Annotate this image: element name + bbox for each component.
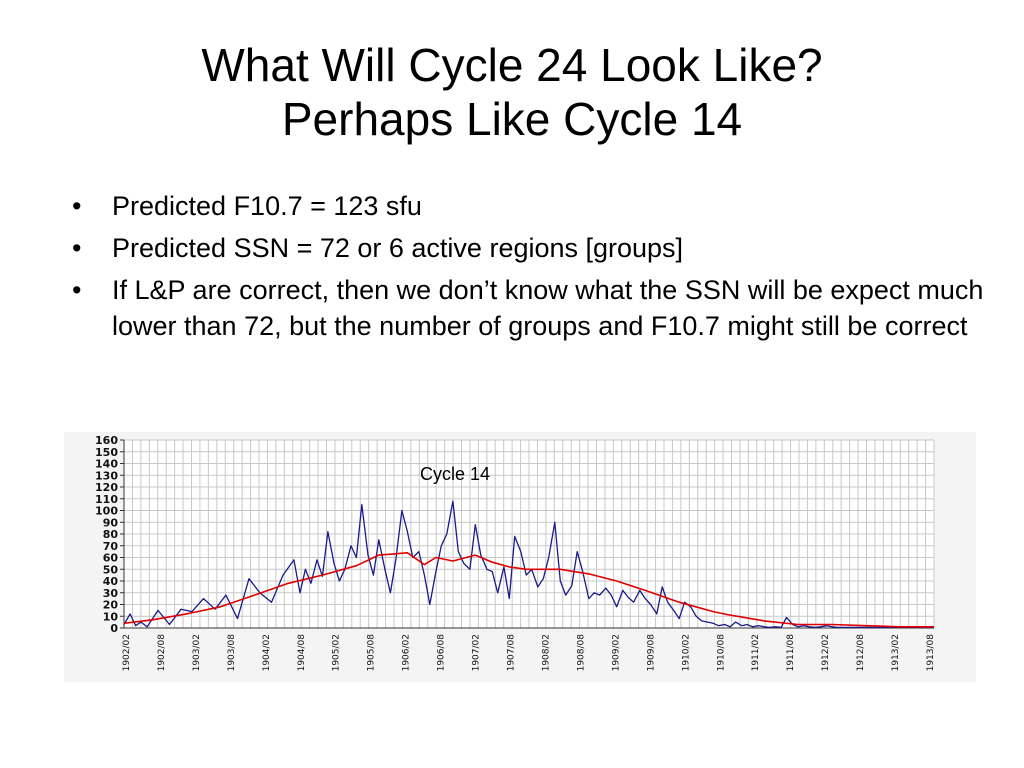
slide-title: What Will Cycle 24 Look Like? Perhaps Li… bbox=[0, 38, 1024, 146]
y-tick-label: 70 bbox=[103, 540, 119, 553]
x-tick-label: 1910/08 bbox=[716, 634, 726, 672]
bullet-item: • If L&P are correct, then we don’t know … bbox=[72, 272, 992, 344]
bullet-list: • Predicted F10.7 = 123 sfu • Predicted SS… bbox=[72, 188, 992, 350]
y-tick-label: 140 bbox=[95, 458, 118, 471]
x-tick-label: 1912/02 bbox=[821, 634, 831, 671]
bullet-marker: • bbox=[72, 233, 82, 263]
y-tick-label: 130 bbox=[95, 469, 118, 482]
bullet-item: • Predicted F10.7 = 123 sfu bbox=[72, 188, 992, 224]
y-tick-label: 110 bbox=[95, 493, 118, 506]
bullet-text: If L&P are correct, then we don’t know w… bbox=[112, 275, 984, 341]
x-tick-label: 1911/02 bbox=[751, 634, 761, 671]
y-tick-label: 90 bbox=[103, 516, 119, 529]
x-tick-label: 1908/08 bbox=[576, 634, 586, 672]
x-tick-label: 1913/08 bbox=[926, 634, 936, 672]
x-tick-label: 1907/08 bbox=[507, 634, 517, 672]
x-tick-label: 1904/02 bbox=[262, 634, 272, 671]
x-tick-label: 1913/02 bbox=[891, 634, 901, 671]
title-line-2: Perhaps Like Cycle 14 bbox=[281, 93, 743, 145]
y-tick-label: 40 bbox=[103, 575, 119, 588]
sunspot-chart: 0 10 20 30 40 50 60 70 80 90 100 110 120 130 140 150 160… bbox=[64, 432, 976, 682]
x-tick-label: 1903/08 bbox=[227, 634, 237, 672]
chart-svg: 0102030405060708090100110120130140150160… bbox=[64, 432, 976, 682]
y-tick-label: 10 bbox=[103, 610, 119, 623]
series-line-monthly bbox=[123, 500, 934, 629]
y-tick-label: 100 bbox=[95, 505, 118, 518]
x-tick-label: 1906/08 bbox=[437, 634, 447, 672]
series-line-smoothed bbox=[123, 552, 934, 628]
x-tick-label: 1902/08 bbox=[157, 634, 167, 672]
x-tick-label: 1911/08 bbox=[786, 634, 796, 672]
cycle-annotation: Cycle 14 bbox=[420, 464, 490, 484]
bullet-item: • Predicted SSN = 72 or 6 active regions … bbox=[72, 230, 992, 266]
x-axis: 1902/02 1902/08 1903/02 1903/08 1904/02 1904/… bbox=[122, 627, 936, 672]
x-tick-label: 1907/02 bbox=[472, 634, 482, 671]
bullet-marker: • bbox=[72, 191, 82, 221]
y-tick-label: 50 bbox=[103, 563, 119, 576]
y-tick-label: 20 bbox=[103, 599, 119, 612]
x-tick-label: 1912/08 bbox=[856, 634, 866, 672]
y-tick-label: 80 bbox=[103, 528, 119, 541]
series-lines bbox=[123, 500, 934, 629]
y-tick-label: 30 bbox=[103, 587, 119, 600]
y-tick-label: 0 bbox=[110, 622, 118, 635]
y-tick-label: 160 bbox=[95, 434, 118, 447]
x-tick-label: 1906/02 bbox=[402, 634, 412, 671]
bullet-text: Predicted SSN = 72 or 6 active regions [… bbox=[112, 233, 684, 263]
x-tick-label: 1905/08 bbox=[367, 634, 377, 672]
y-tick-label: 150 bbox=[95, 446, 118, 459]
x-tick-label: 1902/02 bbox=[122, 634, 132, 671]
y-tick-label: 60 bbox=[103, 552, 119, 565]
x-tick-label: 1909/02 bbox=[611, 634, 621, 671]
x-tick-label: 1910/02 bbox=[681, 634, 691, 671]
x-tick-label: 1908/02 bbox=[541, 634, 551, 671]
x-tick-label: 1904/08 bbox=[297, 634, 307, 672]
x-tick-label: 1903/02 bbox=[192, 634, 202, 671]
y-tick-label: 120 bbox=[95, 481, 118, 494]
x-tick-label: 1909/08 bbox=[646, 634, 656, 672]
title-line-1: What Will Cycle 24 Look Like? bbox=[201, 39, 823, 91]
bullet-text: Predicted F10.7 = 123 sfu bbox=[112, 191, 422, 221]
x-tick-label: 1905/02 bbox=[332, 634, 342, 671]
bullet-marker: • bbox=[72, 275, 82, 305]
